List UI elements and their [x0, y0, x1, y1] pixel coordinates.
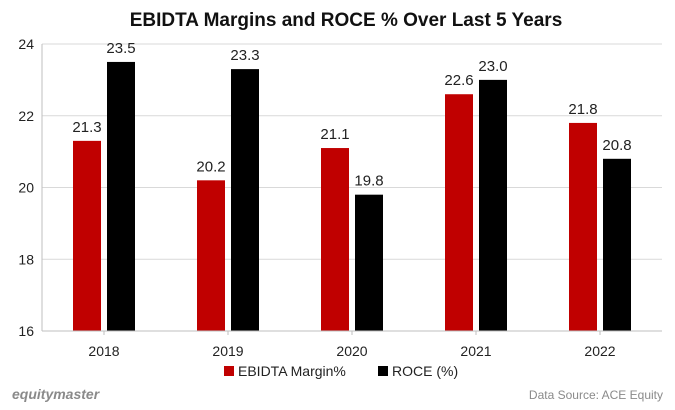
ebidta-margin-bar-2019 [197, 180, 225, 331]
bars: 21.3 23.5 20.2 23.3 21.1 19.8 22.6 23.0 21.8 20.8 [72, 40, 632, 332]
roce-bar-2022 [603, 158, 631, 331]
legend: EBIDTA Margin% ROCE (%) [224, 363, 458, 379]
ebidta-margin-label-2021: 22.6 [444, 72, 473, 89]
legend-label-roce: ROCE (%) [392, 363, 458, 379]
ebidta-margin-bar-2020 [321, 148, 349, 331]
y-tick-label: 18 [18, 251, 34, 267]
x-tick-label: 2018 [88, 343, 119, 359]
gridlines [42, 43, 662, 260]
y-axis: 16 18 20 22 24 [18, 36, 43, 339]
x-tick-label: 2021 [460, 343, 491, 359]
y-tick-label: 20 [18, 180, 34, 196]
roce-label-2018: 23.5 [106, 40, 135, 57]
chart-title: EBIDTA Margins and ROCE % Over Last 5 Ye… [130, 10, 563, 31]
ebidta-margin-bar-2021 [445, 94, 473, 331]
y-tick-label: 22 [18, 108, 34, 124]
x-axis: 2018 2019 2020 2021 2022 [42, 330, 662, 359]
legend-swatch-roce [378, 366, 388, 376]
ebidta-margin-bar-2022 [569, 122, 597, 331]
roce-label-2019: 23.3 [230, 47, 259, 64]
x-tick-label: 2022 [584, 343, 615, 359]
roce-label-2021: 23.0 [478, 58, 507, 75]
data-source: Data Source: ACE Equity [529, 388, 663, 402]
ebidta-margin-label-2018: 21.3 [72, 119, 101, 136]
ebidta-margin-label-2022: 21.8 [568, 101, 597, 118]
y-tick-label: 24 [18, 36, 34, 52]
x-tick-label: 2020 [336, 343, 367, 359]
ebidta-margin-label-2019: 20.2 [196, 158, 225, 175]
ebidta-margin-label-2020: 21.1 [320, 126, 349, 143]
y-tick-label: 16 [18, 323, 34, 339]
x-tick-label: 2019 [212, 343, 243, 359]
roce-bar-2018 [107, 61, 135, 331]
roce-bar-2020 [355, 194, 383, 331]
roce-bar-2021 [479, 79, 507, 331]
legend-swatch-ebidta-margin [224, 366, 234, 376]
legend-label-ebidta-margin: EBIDTA Margin% [238, 363, 346, 379]
ebidta-margin-bar-2018 [73, 140, 101, 331]
roce-bar-2019 [231, 69, 259, 332]
brand-logo: equitymaster [12, 386, 101, 402]
roce-label-2020: 19.8 [354, 173, 383, 190]
roce-label-2022: 20.8 [602, 137, 631, 154]
